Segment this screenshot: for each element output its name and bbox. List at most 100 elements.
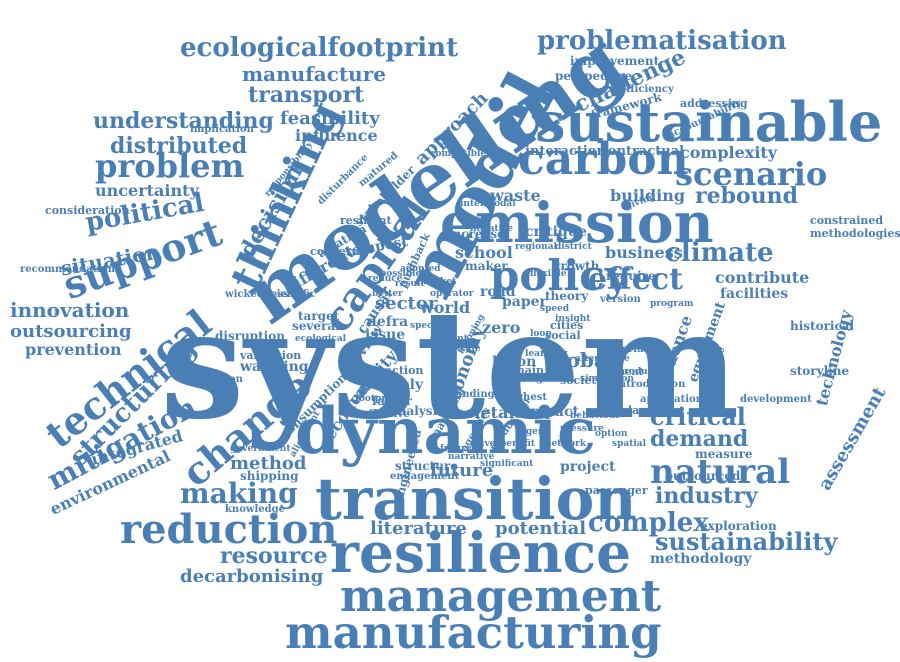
cloud-word: supply <box>372 377 424 393</box>
cloud-word: distributed <box>110 133 248 159</box>
cloud-word: maker <box>465 259 508 273</box>
cloud-word: global <box>545 348 615 372</box>
cloud-word: warming <box>240 359 309 375</box>
cloud-word: compatible <box>430 149 487 159</box>
cloud-word: theory <box>545 289 589 303</box>
cloud-word: program <box>650 299 694 309</box>
cloud-word: intermodal <box>460 199 516 209</box>
cloud-word: introduction <box>615 379 686 390</box>
cloud-word: ecologicalfootprint <box>180 33 459 63</box>
cloud-word: concern <box>310 245 360 258</box>
cloud-word: operator <box>430 289 474 299</box>
cloud-word: speed <box>540 304 570 314</box>
cloud-word: outsourcing <box>10 321 132 342</box>
cloud-word: analysis <box>390 404 444 418</box>
cloud-word: system <box>160 277 740 453</box>
cloud-word: road <box>480 284 516 300</box>
cloud-word: storyline <box>790 364 850 378</box>
cloud-word: scale <box>455 344 481 354</box>
cloud-word: influence <box>295 126 378 145</box>
cloud-word: footprint <box>355 394 401 404</box>
cloud-word: engagement <box>390 471 460 482</box>
cloud-word: narrative <box>448 452 495 462</box>
cloud-word: defra <box>367 314 409 330</box>
cloud-word: contractual <box>600 144 685 159</box>
cloud-word: dynamic <box>295 394 596 469</box>
cloud-word: societal <box>445 403 515 422</box>
cloud-word: transport <box>248 82 365 108</box>
cloud-word: problem <box>95 147 245 185</box>
cloud-word: finding <box>455 389 495 400</box>
cloud-word: scenario <box>675 155 828 193</box>
cloud-word: agent <box>520 427 549 437</box>
cloud-word: complexity <box>680 143 778 162</box>
cloud-word: carbon <box>518 134 689 185</box>
cloud-word: natural <box>650 452 791 492</box>
cloud-word: method <box>230 453 307 474</box>
cloud-word: disruption <box>215 329 285 343</box>
cloud-word: climate <box>665 238 774 268</box>
cloud-word: problematisation <box>537 26 787 56</box>
cloud-word: effect <box>588 262 683 297</box>
cloud-word: innovation <box>10 298 130 322</box>
cloud-word: require <box>606 269 656 283</box>
cloud-word: adopted <box>400 264 441 274</box>
cloud-word: school <box>455 243 513 262</box>
cloud-word: significant <box>480 459 534 469</box>
cloud-word: issue <box>365 327 406 343</box>
cloud-word: scientific <box>265 289 316 300</box>
cloud-word: potential <box>495 518 587 539</box>
cloud-word: uncertainty <box>95 181 199 200</box>
cloud-word: understanding <box>93 108 274 134</box>
cloud-word: manufacturing <box>285 606 662 659</box>
cloud-word: outsourced <box>665 469 741 483</box>
cloud-word: result <box>395 279 425 289</box>
cloud-word: addressing <box>680 97 748 110</box>
cloud-word: drivers <box>470 439 506 449</box>
cloud-word: government <box>230 444 291 454</box>
cloud-word: historical <box>790 319 855 333</box>
cloud-word: society <box>560 374 603 387</box>
cloud-word: simulation <box>580 374 634 384</box>
cloud-word: improvement <box>570 54 660 68</box>
cloud-word: specific <box>410 321 449 331</box>
cloud-word: wickedness <box>225 289 289 300</box>
cloud-word: methodologies <box>810 227 900 240</box>
cloud-word: future <box>440 444 472 454</box>
cloud-word: building <box>610 186 686 205</box>
cloud-word: complex <box>588 508 709 538</box>
cloud-word: resource <box>220 543 328 569</box>
cloud-word: reduction <box>120 506 338 553</box>
cloud-word: flexible <box>530 269 567 279</box>
cloud-word: factor <box>372 394 413 408</box>
cloud-word: emission <box>440 190 714 255</box>
cloud-word: district <box>555 242 592 252</box>
cloud-word: efficiency <box>620 84 674 95</box>
cloud-word: version <box>600 294 641 305</box>
cloud-word: passenger <box>585 484 648 497</box>
cloud-word: implication <box>190 124 254 135</box>
cloud-word: behaviour <box>570 411 621 421</box>
cloud-word: industry <box>655 483 758 509</box>
cloud-word: cities <box>550 319 584 332</box>
cloud-word: constrained <box>810 214 884 227</box>
cloud-word: several <box>292 319 340 333</box>
cloud-word: making <box>180 477 298 510</box>
cloud-word: introduction <box>610 367 674 377</box>
cloud-word: consideration <box>45 204 130 217</box>
cloud-word: policy <box>490 251 630 300</box>
cloud-word: waste <box>490 186 541 205</box>
cloud-word: network <box>545 439 587 449</box>
cloud-word: critique <box>525 224 587 240</box>
cloud-word: manufacture <box>242 62 386 86</box>
cloud-word: loop <box>530 329 552 339</box>
cloud-word: option <box>595 429 628 439</box>
cloud-word: material <box>600 344 648 355</box>
cloud-word: pressure <box>560 424 604 434</box>
cloud-word: better <box>372 289 403 299</box>
cloud-word: benefit <box>500 439 535 449</box>
cloud-word: measure <box>695 447 753 461</box>
cloud-word: possible <box>380 269 422 279</box>
cloud-word: interaction <box>525 144 606 159</box>
